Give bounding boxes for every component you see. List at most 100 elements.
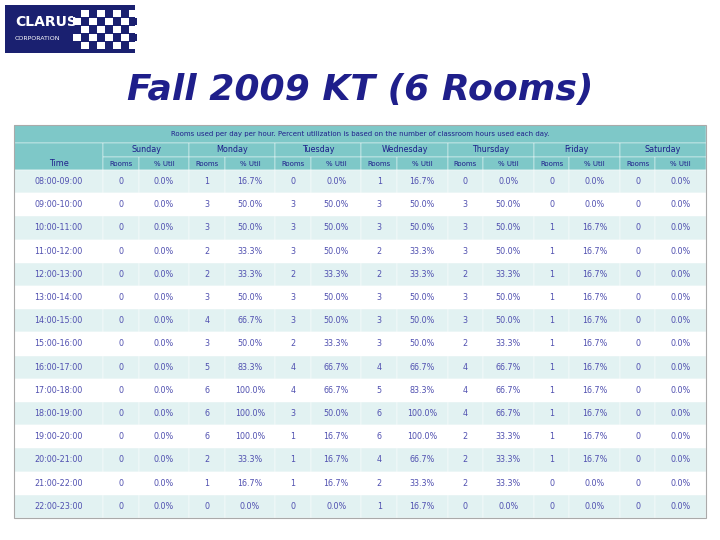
Bar [139,379,189,402]
Bar [81,25,89,33]
Bar [570,356,620,379]
Text: 0: 0 [635,433,640,441]
Text: 12:00-13:00: 12:00-13:00 [35,270,83,279]
Text: 50.0%: 50.0% [410,316,435,325]
Bar [620,157,655,170]
Bar [139,333,189,356]
Bar [620,263,655,286]
Text: 3: 3 [463,247,468,256]
Text: 0: 0 [118,270,123,279]
Bar [483,495,534,518]
Text: 50.0%: 50.0% [496,316,521,325]
Bar [139,263,189,286]
Bar [225,402,275,425]
Text: 0.0%: 0.0% [670,502,691,511]
Bar [14,286,103,309]
Text: 16.7%: 16.7% [238,478,263,488]
Bar [103,157,139,170]
Bar [655,157,706,170]
Text: Rooms: Rooms [368,160,391,166]
Bar [397,217,448,240]
Text: 2: 2 [291,270,296,279]
Bar [103,402,139,425]
Bar [225,448,275,471]
Bar [189,157,225,170]
Text: 0: 0 [549,200,554,210]
Bar [361,402,397,425]
Bar [361,471,397,495]
Text: 3: 3 [291,200,296,210]
Bar [361,193,397,217]
Text: CORPORATION: CORPORATION [15,36,60,41]
Text: 0: 0 [549,177,554,186]
Bar [189,495,225,518]
Bar [534,263,570,286]
Bar [570,286,620,309]
Bar [483,356,534,379]
Bar [129,42,137,49]
Bar [655,240,706,263]
Text: 50.0%: 50.0% [496,247,521,256]
Text: 0.0%: 0.0% [670,177,691,186]
Text: 11:00-12:00: 11:00-12:00 [35,247,83,256]
Text: CLARUS: CLARUS [15,15,77,29]
Bar [620,379,655,402]
Text: 1: 1 [204,478,210,488]
Bar [275,356,311,379]
Bar [81,33,89,41]
Text: 50.0%: 50.0% [410,293,435,302]
Bar [448,143,534,157]
Text: 0.0%: 0.0% [670,386,691,395]
Bar [129,25,137,33]
Bar [14,425,103,448]
Text: 100.0%: 100.0% [235,433,265,441]
Text: 50.0%: 50.0% [323,293,349,302]
Text: 0: 0 [635,340,640,348]
Bar [534,286,570,309]
Bar [620,448,655,471]
Bar [139,356,189,379]
Text: 3: 3 [291,409,296,418]
Bar [139,240,189,263]
Bar [275,193,311,217]
Bar [397,157,448,170]
Bar [655,193,706,217]
Bar [620,356,655,379]
Text: 0.0%: 0.0% [670,363,691,372]
Bar [620,193,655,217]
Bar [655,170,706,193]
Text: 3: 3 [377,340,382,348]
Bar [103,143,189,157]
Text: 33.3%: 33.3% [496,478,521,488]
Bar [189,471,225,495]
Bar [275,448,311,471]
Text: 50.0%: 50.0% [323,224,349,233]
Text: 0: 0 [118,247,123,256]
Bar [570,471,620,495]
Text: 0: 0 [635,200,640,210]
Bar [89,10,96,17]
Text: 0: 0 [635,363,640,372]
Bar [655,309,706,333]
Bar [189,356,225,379]
Bar [620,333,655,356]
Bar [225,356,275,379]
Bar [311,379,361,402]
Text: 4: 4 [463,409,468,418]
Text: 1: 1 [204,177,210,186]
Text: 2: 2 [463,478,468,488]
Bar [483,425,534,448]
Bar [361,286,397,309]
Bar [97,42,104,49]
Bar [448,193,483,217]
Bar [397,193,448,217]
Text: Thursday: Thursday [472,145,509,154]
Text: 66.7%: 66.7% [238,316,263,325]
Text: 0.0%: 0.0% [670,340,691,348]
Bar [570,263,620,286]
Bar [397,309,448,333]
Bar [361,309,397,333]
Text: % Util: % Util [240,160,261,166]
Text: 0.0%: 0.0% [670,316,691,325]
Bar [189,240,225,263]
